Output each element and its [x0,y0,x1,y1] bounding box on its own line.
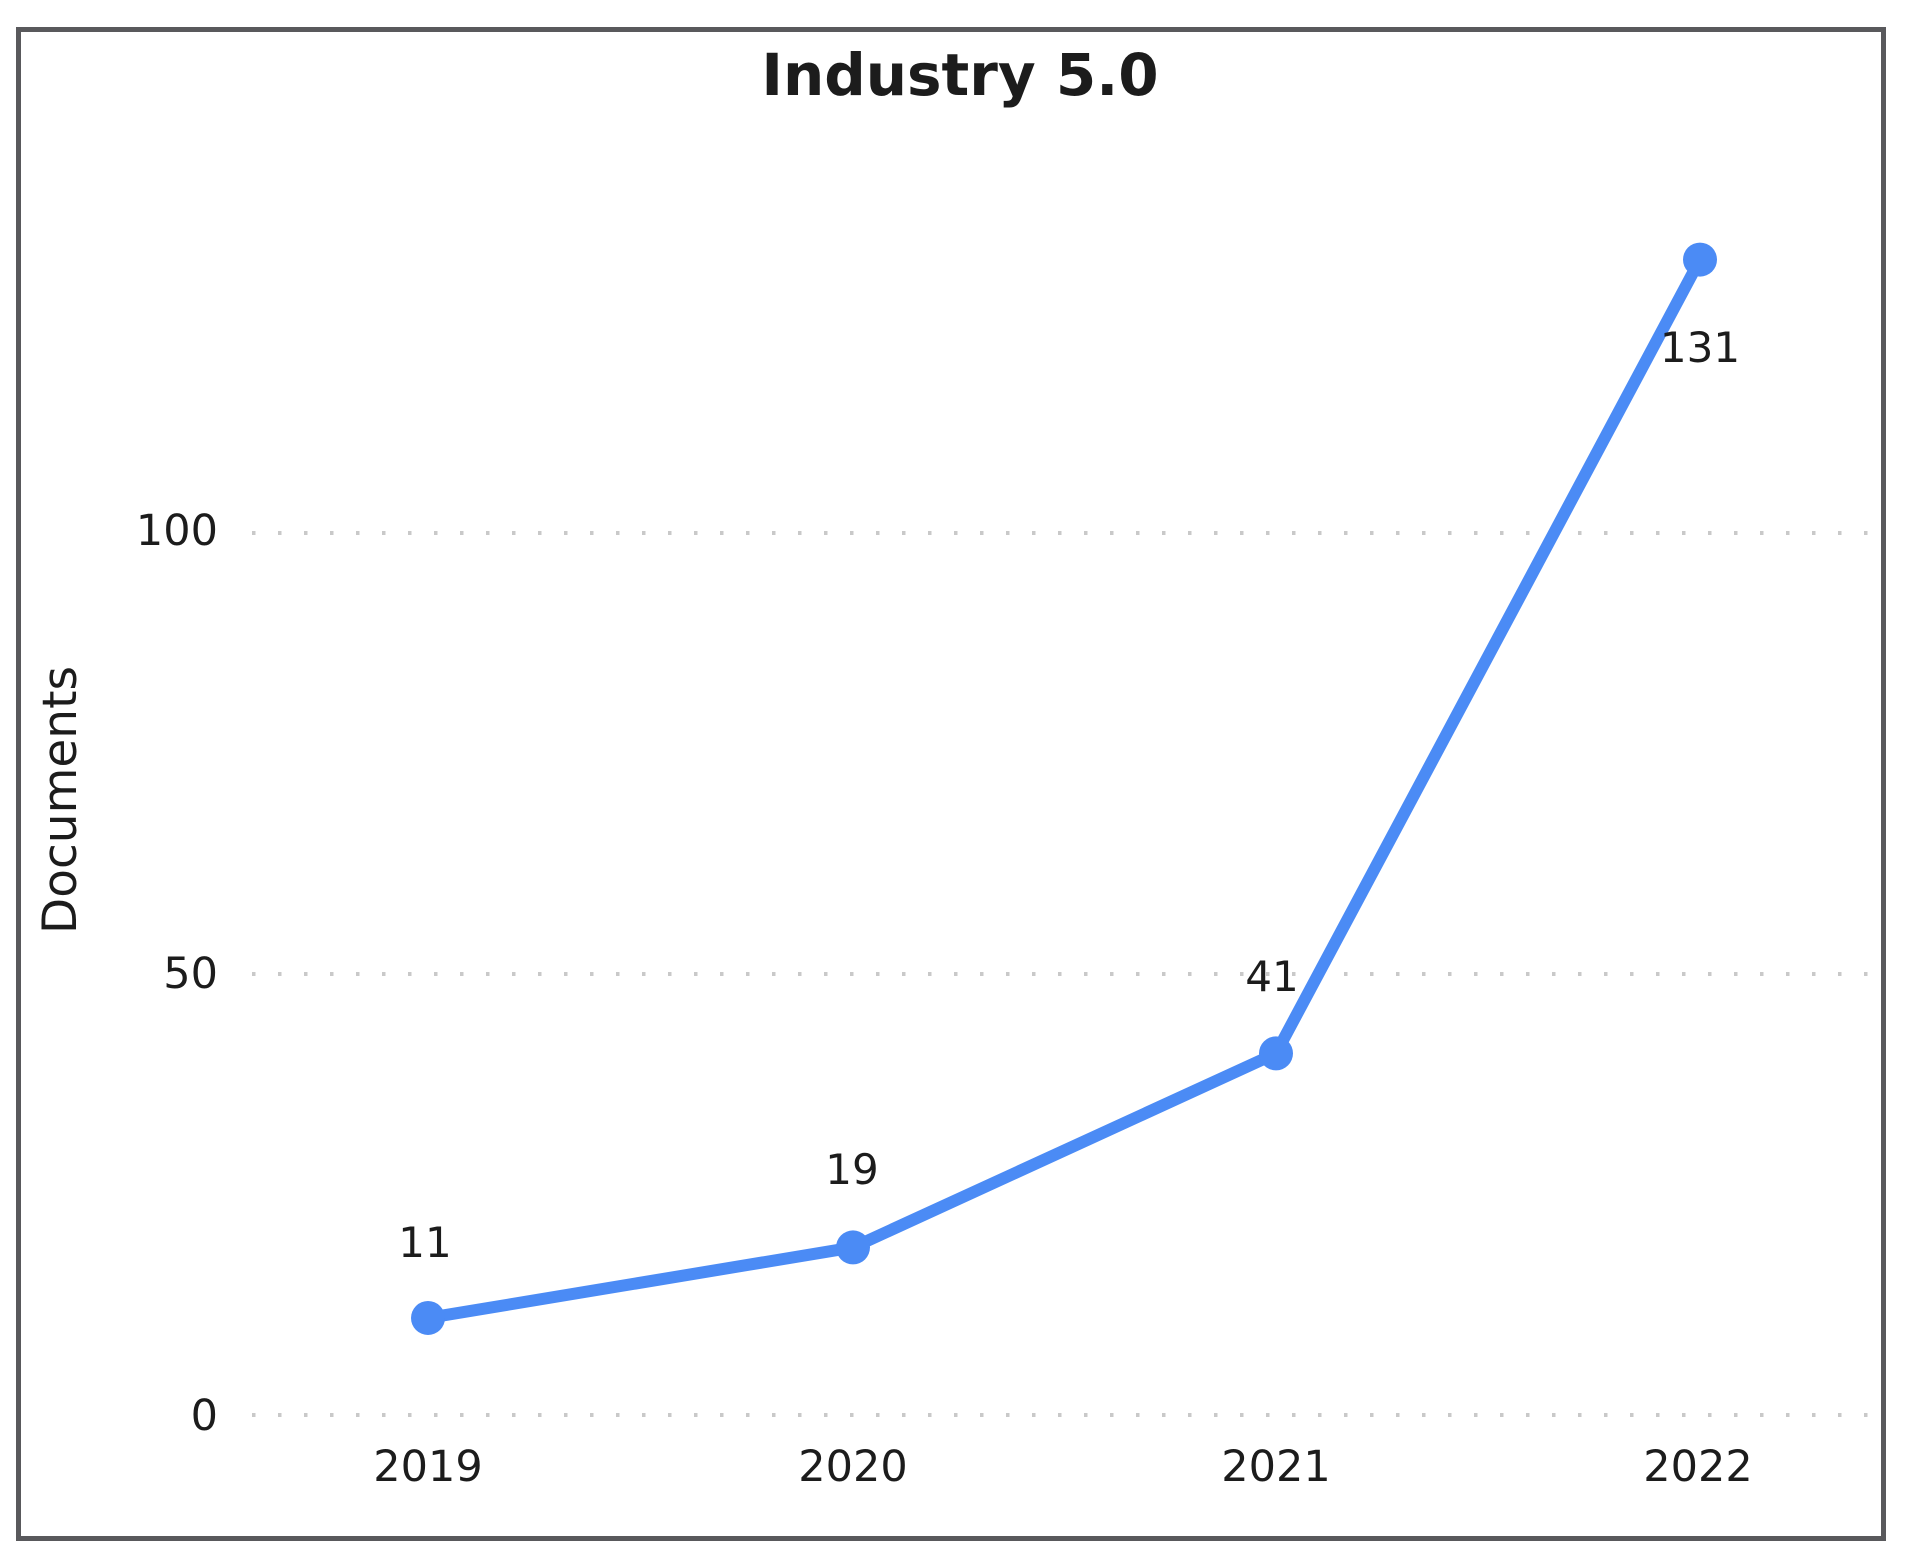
x-tick-label-2021: 2021 [1221,1442,1330,1492]
series-layer [411,242,1717,1335]
y-axis-title: Documents [33,666,88,934]
x-tick-label-2022: 2022 [1643,1442,1752,1492]
data-point-2022 [1683,242,1717,277]
point-label-2022: 131 [1660,323,1740,372]
data-point-2020 [836,1230,870,1265]
y-tick-label-50: 50 [163,949,218,999]
data-point-2019 [411,1300,445,1335]
x-tick-label-2019: 2019 [373,1442,482,1492]
gridline-layer [252,531,1868,1417]
point-label-2020: 19 [825,1145,878,1194]
y-tick-label-100: 100 [136,506,218,556]
y-tick-label-0: 0 [191,1391,218,1441]
data-point-2021 [1259,1036,1293,1071]
x-tick-label-2020: 2020 [798,1442,907,1492]
point-label-2019: 11 [398,1218,451,1267]
chart-frame-border [16,27,1886,1541]
chart-title: Industry 5.0 [761,41,1158,109]
documents-series-line [422,253,1706,1324]
point-label-2021: 41 [1245,952,1298,1001]
